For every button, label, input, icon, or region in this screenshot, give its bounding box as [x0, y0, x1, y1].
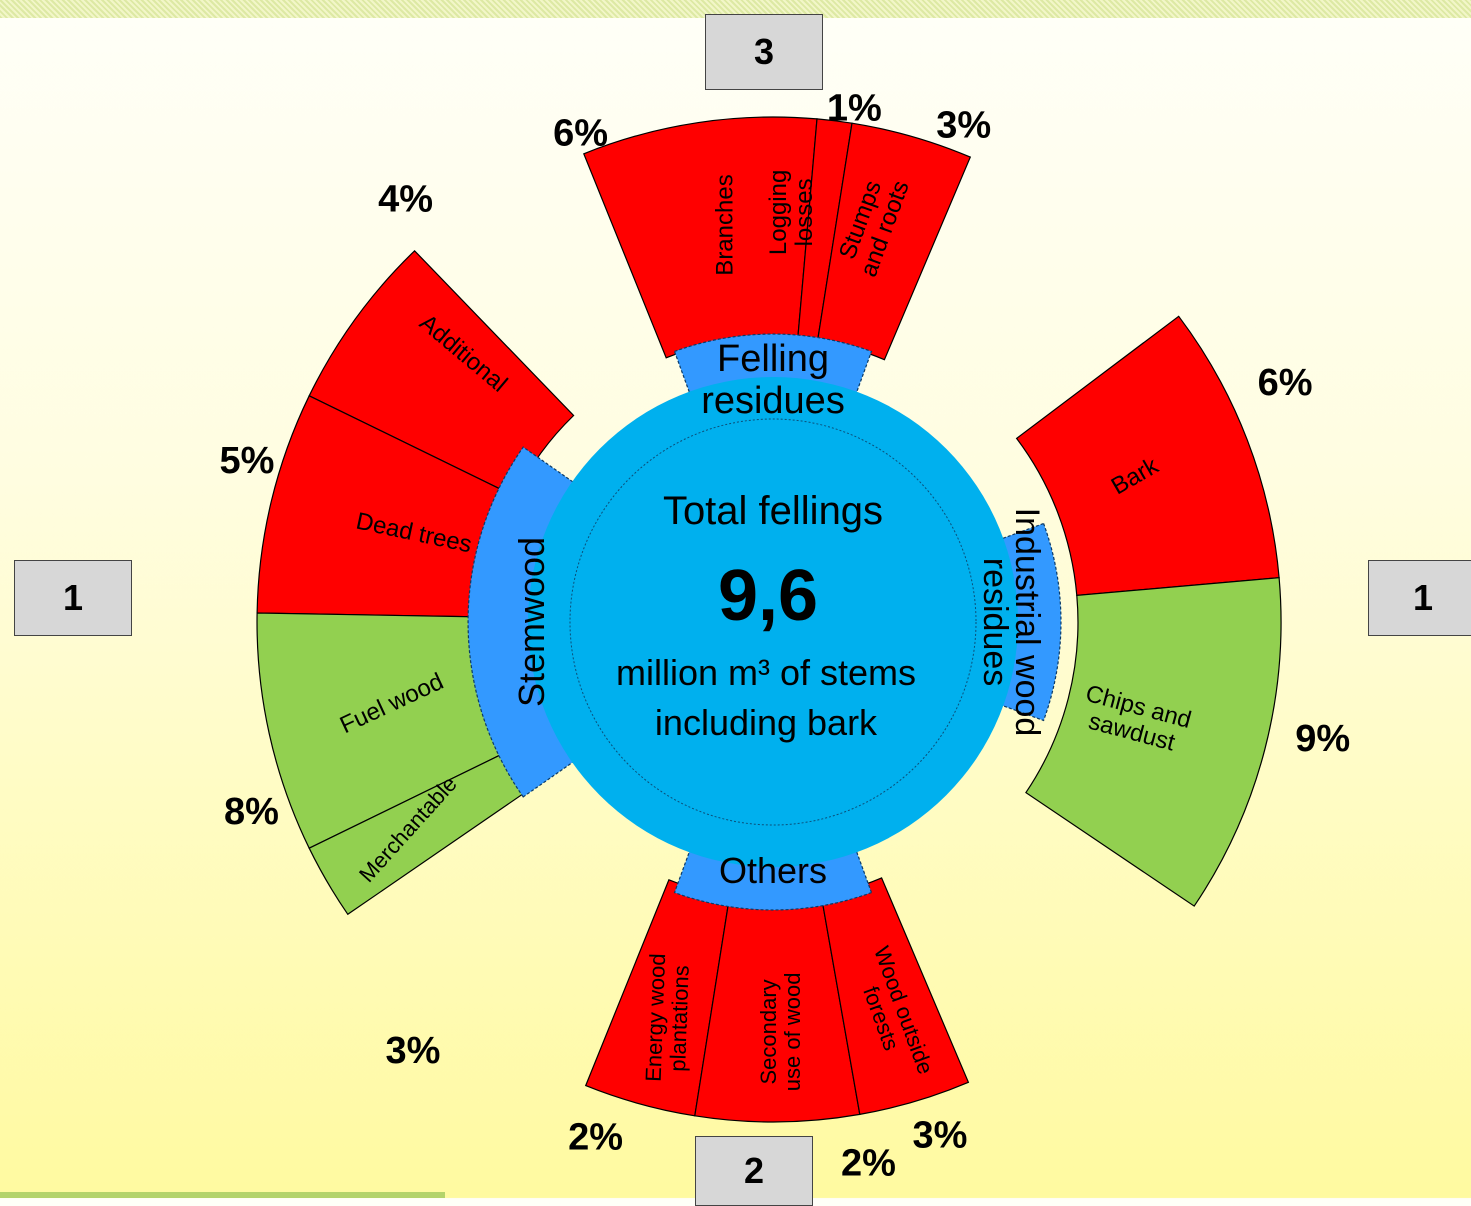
segment-label-felling-branches: Branches: [711, 174, 738, 275]
percent-label-others-wood-outside-forests: 3%: [912, 1115, 967, 1157]
percent-label-industrial-chips-and-sawdust: 9%: [1295, 718, 1350, 760]
center-unit-line1: million m³ of stems: [616, 652, 916, 693]
percent-label-stemwood-merchantable: 3%: [386, 1030, 441, 1072]
percent-label-stemwood-additional: 4%: [378, 178, 433, 220]
segment-label-others-secondary-use-of-wood: Secondaryuse of wood: [756, 973, 805, 1092]
segment-label-others-energy-wood-plantations: Energy woodplantations: [640, 953, 693, 1083]
segment-label-felling-stumps-and-roots: Stumpsand roots: [830, 168, 914, 280]
percent-label-felling-stumps-and-roots: 3%: [936, 104, 991, 146]
band-label-others: Others: [719, 850, 827, 891]
center-circle: [528, 377, 1018, 867]
center-inner-ring: [569, 418, 977, 826]
marker-box-bottom: 2: [695, 1136, 813, 1206]
bottom-accent-bar: [0, 1192, 445, 1198]
percent-label-felling-branches: 6%: [553, 113, 608, 155]
top-pattern-band: [0, 0, 1471, 18]
center-value: 9,6: [718, 556, 818, 636]
percent-label-stemwood-fuel-wood: 8%: [224, 791, 279, 833]
marker-box-right: 1: [1368, 560, 1471, 636]
percent-label-others-energy-wood-plantations: 2%: [568, 1116, 623, 1158]
percent-label-industrial-bark: 6%: [1258, 362, 1313, 404]
segment-industrial-chips-and-sawdust: [1025, 577, 1282, 907]
percent-label-others-secondary-use-of-wood: 2%: [841, 1143, 896, 1185]
band-label-industrial: Industrial woodresidues: [976, 508, 1046, 737]
percent-label-stemwood-dead-trees: 5%: [220, 440, 275, 482]
band-label-stemwood: Stemwood: [511, 537, 552, 707]
band-label-felling: Felling residues: [701, 338, 845, 422]
marker-box-left: 1: [14, 560, 132, 636]
segment-others-wood-outside-forests: [820, 877, 970, 1116]
center-unit-line2: including bark: [655, 702, 878, 743]
marker-box-top: 3: [705, 14, 823, 90]
center-title: Total fellings: [663, 489, 883, 533]
percent-label-felling-logging-losses: 1%: [827, 87, 882, 129]
segment-label-felling-logging-losses: Logginglosses: [764, 170, 817, 255]
